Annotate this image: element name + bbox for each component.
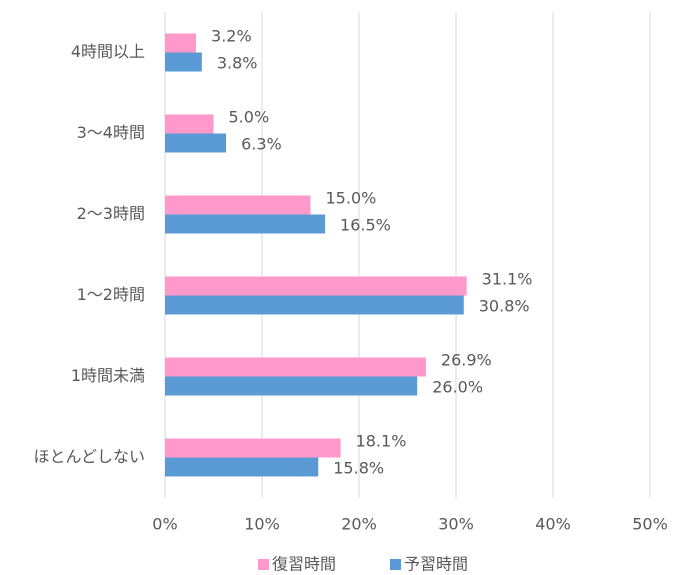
bar xyxy=(165,114,214,134)
data-label: 16.5% xyxy=(340,216,391,235)
bar xyxy=(165,276,467,296)
legend-label: 復習時間 xyxy=(272,555,336,574)
bar xyxy=(165,133,227,153)
bar xyxy=(165,376,418,396)
bar xyxy=(165,295,464,315)
x-tick-label: 10% xyxy=(244,515,280,534)
data-label: 18.1% xyxy=(356,432,407,451)
legend-swatch xyxy=(390,559,401,570)
legend-swatch xyxy=(258,559,269,570)
x-tick-label: 20% xyxy=(341,515,377,534)
data-label: 26.0% xyxy=(432,378,483,397)
bar xyxy=(165,357,426,377)
bar xyxy=(165,214,326,234)
data-label: 3.2% xyxy=(211,27,252,46)
bar xyxy=(165,52,202,72)
data-label: 15.8% xyxy=(333,459,384,478)
bar xyxy=(165,33,197,53)
x-tick-label: 0% xyxy=(152,515,177,534)
y-tick-label: 1〜2時間 xyxy=(77,285,145,304)
data-label: 15.0% xyxy=(326,189,377,208)
y-tick-label: ほとんどしない xyxy=(33,447,145,466)
data-label: 6.3% xyxy=(241,135,282,154)
y-tick-label: 2〜3時間 xyxy=(77,204,145,223)
data-label: 30.8% xyxy=(479,297,530,316)
bar xyxy=(165,457,319,477)
bar xyxy=(165,195,311,215)
y-tick-label: 1時間未満 xyxy=(71,366,145,385)
y-tick-label: 4時間以上 xyxy=(71,42,145,61)
data-label: 5.0% xyxy=(229,108,270,127)
legend-label: 予習時間 xyxy=(404,555,468,574)
x-tick-label: 30% xyxy=(438,515,474,534)
y-tick-label: 3〜4時間 xyxy=(77,123,145,142)
data-label: 26.9% xyxy=(441,351,492,370)
data-label: 3.8% xyxy=(217,54,258,73)
data-label: 31.1% xyxy=(482,270,533,289)
x-tick-label: 50% xyxy=(632,515,668,534)
bar xyxy=(165,438,341,458)
x-tick-label: 40% xyxy=(535,515,571,534)
